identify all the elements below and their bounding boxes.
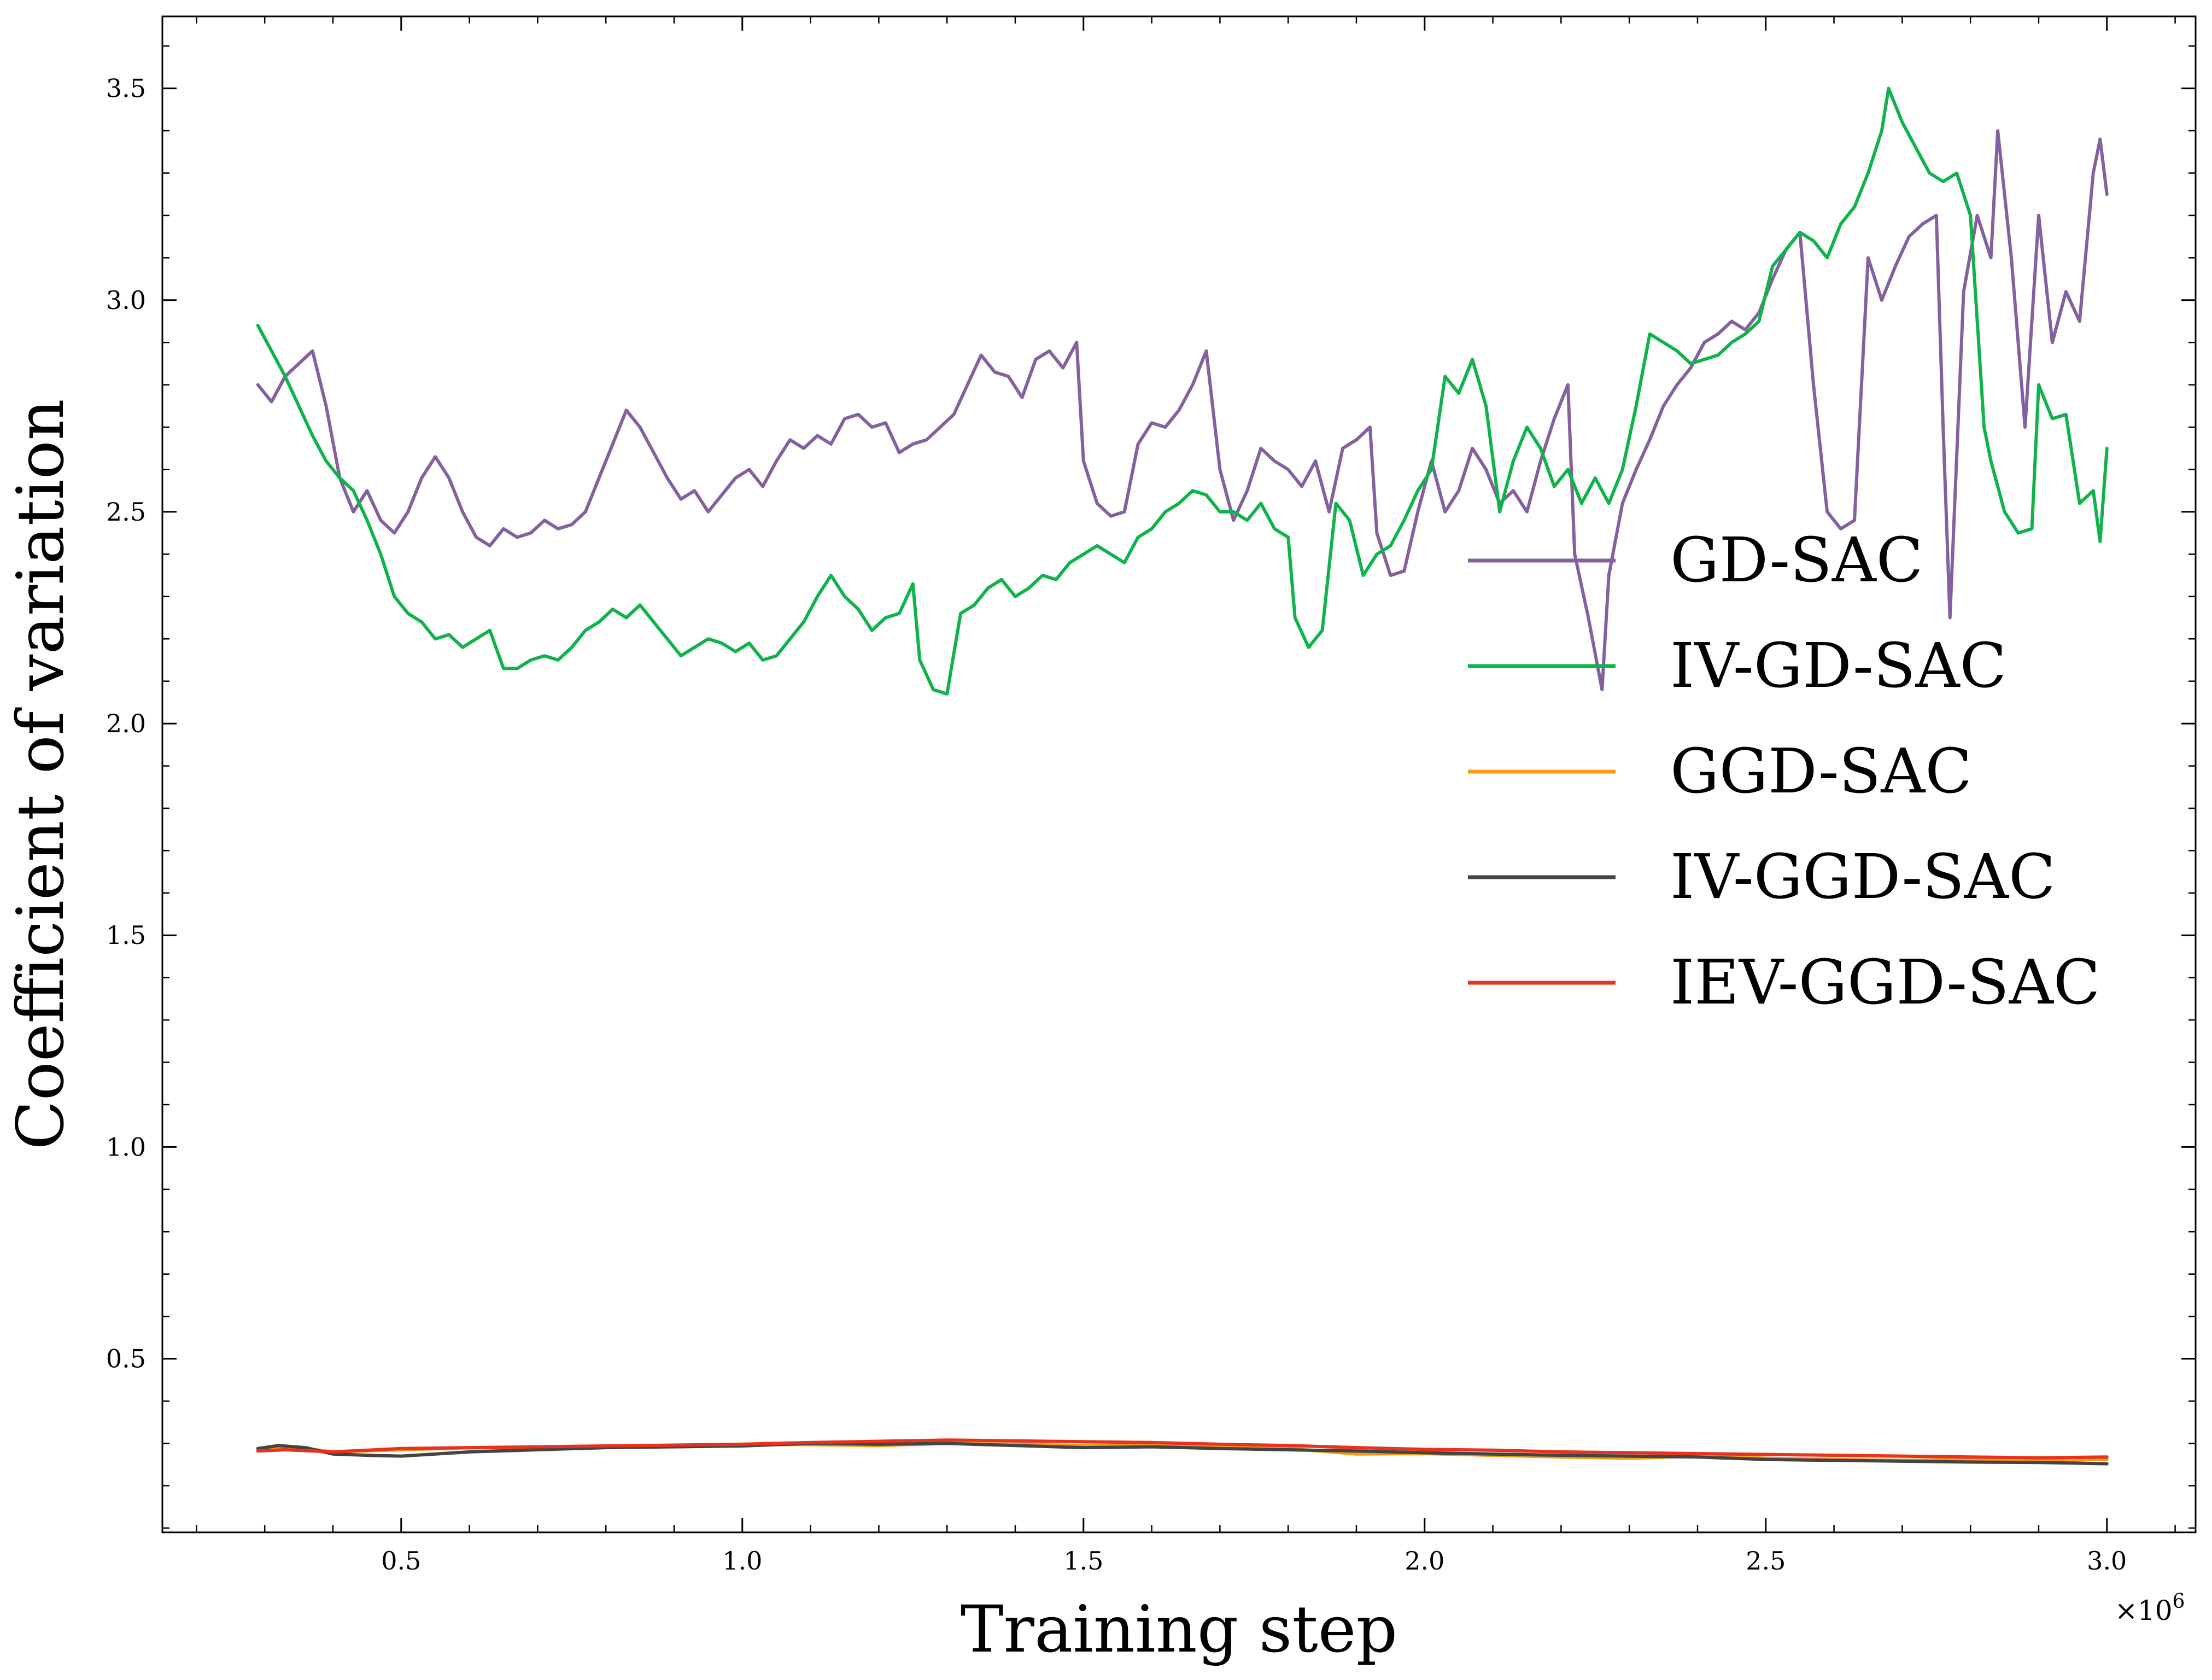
y-tick-label: 1.0 [106,1132,146,1162]
y-tick-label: 2.5 [106,497,146,527]
y-tick-label: 2.0 [106,709,146,738]
x-tick-label: 2.5 [1746,1546,1786,1576]
y-tick-label: 3.5 [106,74,146,103]
series-line-iv-gd-sac [256,86,2109,696]
plot-frame [161,15,2197,1533]
legend: GD-SAC IV-GD-SAC GGD-SAC IV-GGD-SAC IEV-GGD-… [1468,525,2100,1018]
legend-label-gd-sac: GD-SAC [1670,525,1923,596]
y-tick-label: 1.5 [106,920,146,950]
legend-label-iv-ggd-sac: IV-GGD-SAC [1670,842,2056,913]
x-axis-multiplier-exponent: 6 [2173,1590,2185,1613]
ticks-layer: 0.5 1.0 1.5 2.0 2.5 3.0 0.5 1.0 1.5 2.0 2.5 3.0 3.5 [106,16,2196,1576]
legend-label-ggd-sac: GGD-SAC [1670,736,1972,807]
x-tick-label: 2.0 [1405,1546,1444,1576]
x-tick-label: 1.0 [722,1546,762,1576]
series-line-gd-sac [256,129,2109,692]
y-tick-label: 3.0 [106,285,146,315]
y-tick-label: 0.5 [106,1344,146,1374]
series-line-iv-ggd-sac [256,1442,2109,1466]
x-axis-label: Training step [961,1591,1397,1667]
series-line-iev-ggd-sac [256,1438,2109,1460]
legend-label-iv-gd-sac: IV-GD-SAC [1670,631,2006,702]
y-axis-label: Coefficient of variation [3,399,78,1150]
series-layer [256,86,2109,1466]
x-tick-label: 3.0 [2087,1546,2127,1576]
x-axis-multiplier-base: ×10 [2115,1595,2173,1626]
x-axis-multiplier: ×106 [2115,1590,2185,1626]
x-tick-label: 1.5 [1063,1546,1103,1576]
x-tick-label: 0.5 [381,1546,421,1576]
legend-label-iev-ggd-sac: IEV-GGD-SAC [1670,947,2100,1018]
